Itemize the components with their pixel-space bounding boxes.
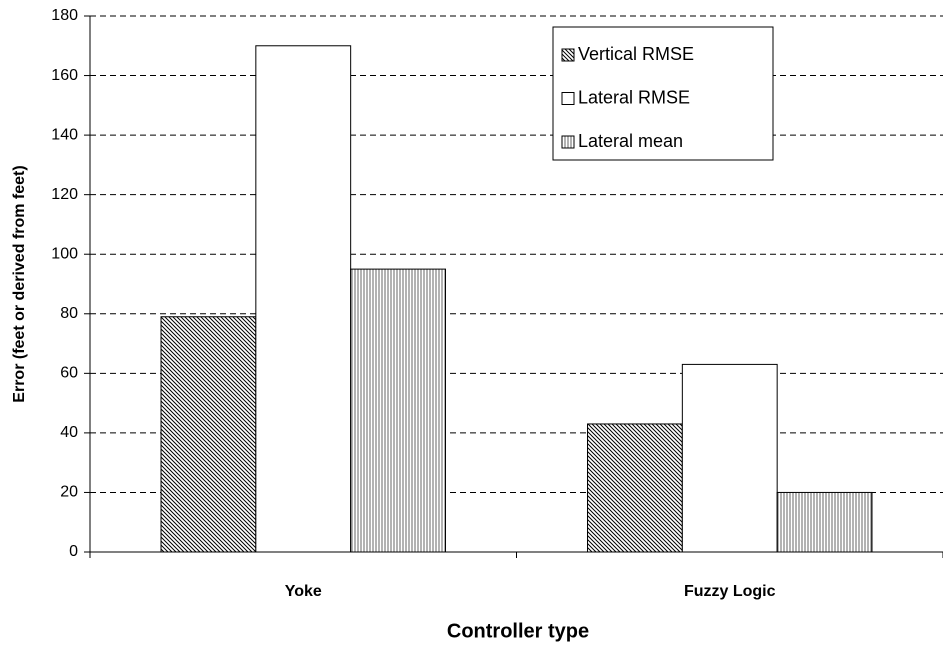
y-tick-label: 120 — [51, 186, 78, 203]
y-tick-label: 160 — [51, 67, 78, 84]
x-tick-label: Yoke — [285, 583, 322, 600]
y-tick-label: 80 — [60, 305, 78, 322]
legend-label: Lateral RMSE — [578, 87, 690, 107]
x-axis-title: Controller type — [447, 620, 589, 642]
y-tick-label: 180 — [51, 7, 78, 24]
legend-label: Lateral mean — [578, 131, 683, 151]
bar — [587, 423, 683, 553]
y-tick-label: 100 — [51, 245, 78, 262]
y-tick-label: 40 — [60, 424, 78, 441]
bar — [681, 363, 778, 553]
legend-box — [552, 26, 774, 161]
bar — [350, 268, 446, 553]
legend-label: Vertical RMSE — [578, 44, 694, 64]
y-axis-title: Error (feet or derived from feet) — [11, 165, 28, 402]
legend-swatch — [561, 92, 575, 105]
y-tick-label: 0 — [69, 543, 78, 560]
y-tick-label: 60 — [60, 365, 78, 382]
legend-swatch — [561, 135, 575, 149]
x-tick-label: Fuzzy Logic — [684, 583, 776, 600]
legend-swatch — [561, 48, 575, 62]
bar — [255, 45, 352, 553]
y-tick-label: 140 — [51, 126, 78, 143]
bar — [160, 316, 257, 553]
bar — [776, 491, 873, 553]
y-tick-label: 20 — [60, 484, 78, 501]
